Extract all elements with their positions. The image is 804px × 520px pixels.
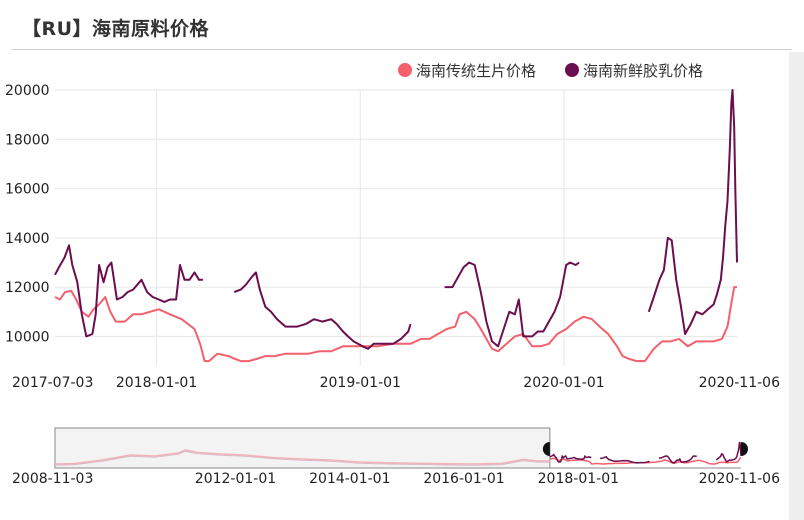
y-axis: 10000 12000 14000 16000 18000 20000	[5, 83, 50, 345]
y-tick-label: 10000	[5, 329, 50, 345]
navigator-series-line	[549, 457, 741, 465]
x-tick-label: 2019-01-01	[320, 375, 401, 391]
navigator-left-handle[interactable]	[542, 442, 550, 456]
y-tick-label: 18000	[5, 132, 50, 148]
y-tick-label: 14000	[5, 231, 50, 247]
navigator-tick-label: 2014-01-01	[309, 471, 390, 487]
navigator-history-line	[54, 449, 550, 465]
legend[interactable]: 海南传统生片价格 海南新鲜胶乳价格	[398, 62, 703, 80]
y-tick-label: 12000	[5, 280, 50, 296]
x-tick-label: 2020-11-06	[699, 375, 780, 391]
series-line-traditional-sheet	[54, 286, 737, 363]
legend-label[interactable]: 海南新鲜胶乳价格	[583, 62, 703, 80]
navigator-right-handle[interactable]	[741, 442, 748, 456]
page-title: 【RU】海南原料价格	[22, 18, 210, 40]
navigator-tick-label: 2008-11-03	[12, 471, 93, 487]
legend-marker[interactable]	[398, 63, 412, 77]
navigator-tick-label: 2016-01-01	[423, 471, 504, 487]
legend-label[interactable]: 海南传统生片价格	[416, 62, 536, 80]
navigator-history-line	[54, 450, 550, 466]
range-navigator[interactable]: 2008-11-03 2012-01-01 2014-01-01 2016-01-01…	[12, 427, 780, 487]
title-divider	[12, 49, 792, 50]
navigator-tick-label: 2012-01-01	[195, 471, 276, 487]
x-tick-label: 2020-01-01	[523, 375, 604, 391]
series-lines	[54, 89, 738, 363]
x-tick-label: 2018-01-01	[116, 375, 197, 391]
navigator-tick-label: 2018-01-01	[538, 471, 619, 487]
legend-marker[interactable]	[565, 63, 579, 77]
series-line-fresh-latex	[54, 89, 738, 350]
x-tick-label: 2017-07-03	[12, 375, 93, 391]
navigator-series-line	[549, 441, 742, 464]
navigator-unselected-area[interactable]	[54, 427, 551, 469]
x-axis: 2017-07-03 2018-01-01 2019-01-01 2020-01-01…	[12, 375, 780, 391]
scrollbar-track[interactable]	[789, 52, 804, 520]
grid-lines	[55, 89, 737, 366]
y-tick-label: 16000	[5, 182, 50, 198]
y-tick-label: 20000	[5, 83, 50, 99]
navigator-tick-label: 2020-11-06	[699, 471, 780, 487]
